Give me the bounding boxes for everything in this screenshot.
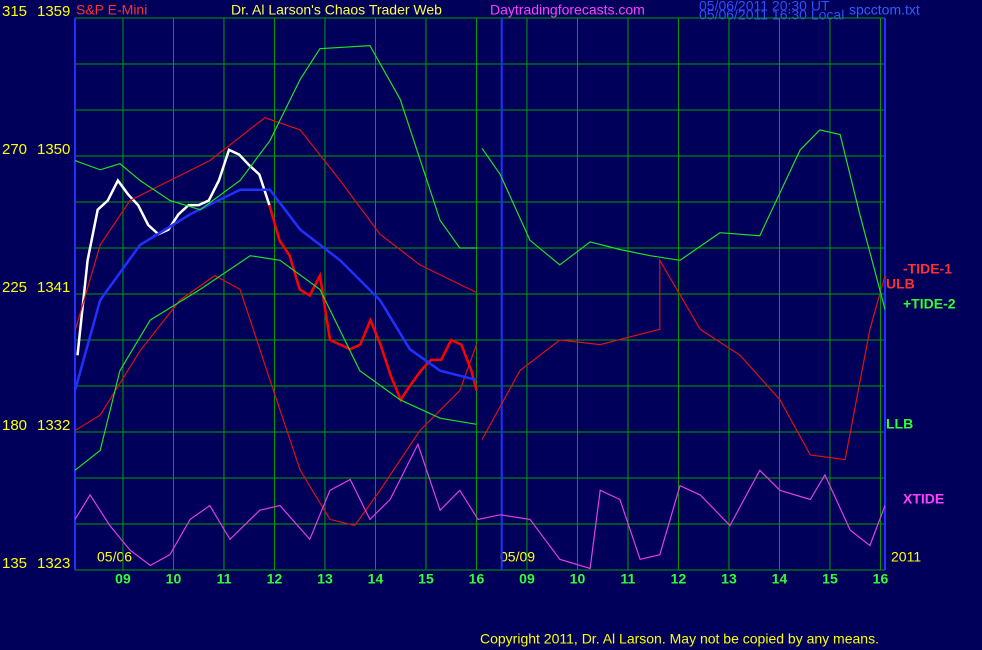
site: Daytradingforecasts.com [490, 2, 645, 18]
y-tick-label: 1359 [37, 3, 70, 20]
file-name: spcctom.txt [849, 2, 920, 18]
plot [73, 44, 886, 570]
series-label: ULB [886, 276, 915, 292]
x-tick-label: 10 [570, 571, 586, 587]
x-tick-label: 10 [166, 571, 182, 587]
x-tick-label: 13 [317, 571, 333, 587]
series-line [74, 255, 477, 471]
x-tick-label: 12 [671, 571, 687, 587]
instrument: S&P E-Mini [76, 2, 147, 18]
y-tick-label: 1332 [37, 417, 70, 434]
series-line [76, 148, 271, 356]
day-label: 05/09 [500, 549, 535, 565]
y-tick-label: 1350 [37, 141, 70, 158]
timestamp: 05/06/2011 16:30 Local [699, 7, 844, 23]
series-line [74, 442, 886, 570]
x-tick-label: 14 [772, 571, 788, 587]
series-line [73, 188, 477, 391]
series-line [74, 44, 886, 310]
series-label: -TIDE-1 [903, 261, 952, 277]
y-tick-label: 1323 [37, 555, 70, 572]
x-tick-label: 11 [217, 571, 232, 587]
series-label: XTIDE [903, 491, 944, 507]
copyright: Copyright 2011, Dr. Al Larson. May not b… [480, 631, 879, 647]
series-line [74, 117, 477, 331]
x-tick-label: 15 [822, 571, 838, 587]
series-line [268, 204, 478, 403]
x-tick-label: 15 [418, 571, 434, 587]
x-tick-label: 16 [873, 571, 889, 587]
x-tick-label: 12 [267, 571, 283, 587]
series-line [74, 258, 886, 527]
x-tick-label: 16 [469, 571, 485, 587]
x-tick-label: 09 [519, 571, 535, 587]
y2-tick-label: 135 [2, 555, 27, 572]
series-label: LLB [886, 416, 913, 432]
y2-tick-label: 180 [2, 417, 27, 434]
x-tick-label: 13 [721, 571, 737, 587]
grid [74, 17, 886, 571]
x-tick-label: 11 [621, 571, 636, 587]
timestamp: 05/06/2011 20:30 UT [699, 0, 830, 14]
y2-tick-label: 315 [2, 3, 27, 20]
y-tick-label: 1341 [37, 279, 70, 296]
x-tick-label: 09 [115, 571, 131, 587]
y2-tick-label: 225 [2, 279, 27, 296]
series-label: +TIDE-2 [903, 296, 956, 312]
chart-title: Dr. Al Larson's Chaos Trader Web [231, 2, 442, 18]
x-tick-label: 14 [368, 571, 384, 587]
y2-tick-label: 270 [2, 141, 27, 158]
day-label: 05/06 [97, 549, 132, 565]
year-label: 2011 [891, 549, 921, 565]
